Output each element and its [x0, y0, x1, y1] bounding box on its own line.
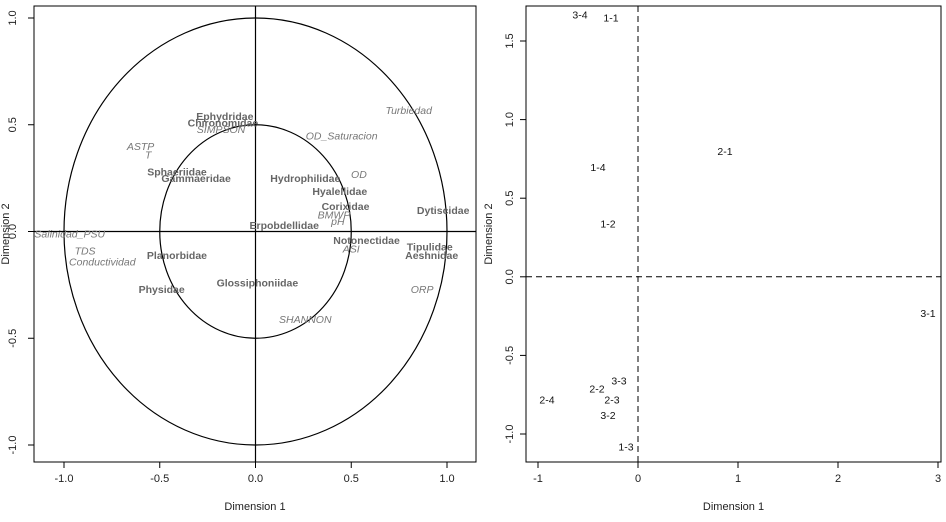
variable-label: pH [330, 216, 345, 228]
taxon-label: Aeshnidae [405, 250, 458, 262]
taxon-label: Gammaeridae [161, 173, 231, 185]
x-tick-label: 1.0 [439, 473, 454, 485]
site-label: 3-2 [600, 410, 615, 422]
variable-label: SHANNON [279, 314, 332, 326]
x-tick-label: 0 [635, 473, 641, 485]
variable-label: Conductividad [69, 256, 137, 268]
y-axis-title: Dimension 2 [0, 203, 12, 264]
y-tick-label: 1.0 [7, 10, 19, 25]
site-label: 1-3 [618, 442, 633, 454]
site-label: 2-3 [604, 394, 619, 406]
y-tick-label: 0.0 [7, 224, 19, 239]
site-label: 1-4 [590, 162, 605, 174]
y-tick-label: 1.0 [504, 112, 516, 127]
x-tick-label: 0.0 [248, 473, 263, 485]
variable-label: ORP [411, 284, 434, 296]
y-tick-label: 1.5 [504, 33, 516, 48]
y-tick-label: 0.5 [504, 191, 516, 206]
x-axis-title: Dimension 1 [703, 501, 764, 513]
y-axis-title: Dimension 2 [483, 203, 495, 264]
plot-frame [525, 5, 942, 463]
x-tick-label: -1 [533, 473, 543, 485]
variable-label: Turbiedad [385, 105, 433, 117]
taxon-label: Erpobdellidae [250, 220, 320, 232]
y-tick-label: -1.0 [7, 436, 19, 455]
y-tick-label: -1.0 [504, 425, 516, 444]
variable-label: ASTP [126, 141, 154, 153]
taxon-label: Physidae [139, 284, 185, 296]
taxon-label: Hyalellidae [312, 186, 367, 198]
variable-label: ASI [342, 244, 360, 256]
taxon-label: Dytiscidae [417, 205, 470, 217]
x-tick-label: -1.0 [55, 473, 74, 485]
variable-label: Salinidad_PSU [34, 229, 105, 241]
x-tick-label: -0.5 [150, 473, 169, 485]
x-axis-title: Dimension 1 [224, 501, 285, 513]
taxon-label: Glossiphoniidae [217, 278, 299, 290]
correlation-circle-panel: -1.0 -0.5 0.0 0.5 1.0 -1.0 -0.5 0.0 0.5 1.0 Dimens… [0, 5, 477, 513]
site-label: 3-3 [611, 376, 626, 388]
taxon-label: Corixidae [322, 201, 370, 213]
site-label: 1-1 [603, 12, 618, 24]
site-label: 2-1 [717, 146, 732, 158]
taxon-label: Ephydridae [196, 111, 253, 123]
x-tick-label: 3 [935, 473, 941, 485]
taxon-label: Notonectidae [333, 235, 400, 247]
site-label: 1-2 [600, 218, 615, 230]
x-tick-label: 2 [835, 473, 841, 485]
variable-label: TDS [75, 246, 96, 258]
y-tick-label: -0.5 [504, 346, 516, 365]
taxon-label: Tipulidae [407, 241, 453, 253]
variable-label: SIMPSON [197, 124, 246, 136]
site-label: 3-1 [920, 308, 935, 320]
x-tick-label: 1 [735, 473, 741, 485]
site-scores-panel: -1 0 1 2 3 -1.0 -0.5 0.0 0.5 1.0 1.5 Dimension 1 Dim… [483, 5, 942, 513]
y-tick-label: 0.0 [504, 269, 516, 284]
y-tick-label: 0.5 [7, 117, 19, 132]
y-tick-label: -0.5 [7, 329, 19, 348]
taxon-label: Sphaeriidae [147, 167, 207, 179]
x-tick-label: 0.5 [344, 473, 359, 485]
taxon-label: Planorbidae [147, 250, 207, 262]
variable-label: BMWP [318, 209, 351, 221]
taxon-label: Chironomidae [188, 118, 259, 130]
taxon-label: Hydrophilidae [270, 173, 340, 185]
variable-label: OD_Saturacion [306, 130, 378, 142]
variable-label: T [145, 150, 153, 162]
variable-label: OD [351, 169, 367, 181]
site-label: 2-4 [539, 394, 554, 406]
site-label: 2-2 [589, 383, 604, 395]
site-label: 3-4 [572, 9, 587, 21]
